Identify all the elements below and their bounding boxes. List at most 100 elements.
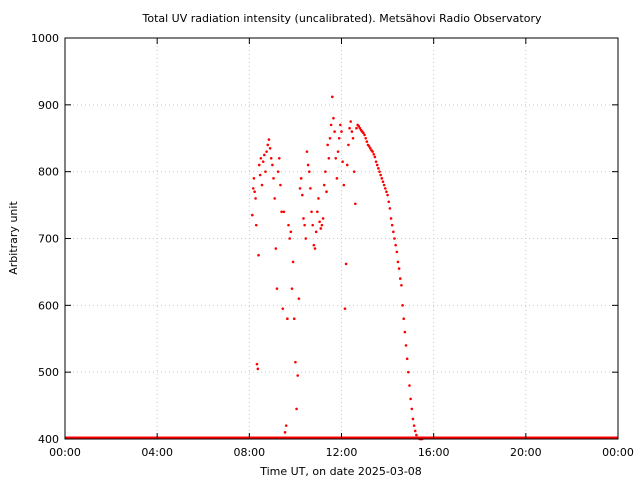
data-point bbox=[297, 297, 301, 300]
data-point bbox=[286, 317, 289, 321]
data-point bbox=[263, 153, 266, 157]
data-point bbox=[317, 197, 320, 200]
y-tick-label: 1000 bbox=[31, 32, 59, 45]
data-point bbox=[371, 150, 374, 153]
x-tick-label: 20:00 bbox=[510, 446, 542, 459]
data-point bbox=[369, 146, 372, 150]
data-point bbox=[402, 317, 406, 321]
data-point bbox=[257, 253, 260, 257]
data-point bbox=[321, 217, 325, 220]
data-points bbox=[251, 95, 424, 441]
data-point bbox=[333, 130, 336, 133]
data-point bbox=[256, 367, 260, 371]
data-point bbox=[375, 163, 379, 167]
data-point bbox=[268, 146, 272, 150]
data-point bbox=[271, 163, 274, 167]
y-tick-label: 600 bbox=[38, 299, 59, 312]
data-point bbox=[265, 150, 268, 153]
data-point bbox=[264, 170, 267, 173]
data-point bbox=[392, 230, 395, 234]
data-point bbox=[257, 163, 261, 167]
data-point bbox=[325, 190, 328, 194]
data-point bbox=[292, 317, 296, 321]
data-point bbox=[386, 193, 389, 197]
data-point bbox=[324, 170, 327, 173]
data-point bbox=[322, 183, 326, 187]
data-point bbox=[330, 95, 334, 99]
data-point bbox=[314, 230, 318, 234]
data-point bbox=[390, 223, 394, 227]
data-point bbox=[290, 287, 294, 290]
data-point bbox=[394, 243, 397, 247]
data-point bbox=[355, 126, 358, 130]
x-axis-label: Time UT, on date 2025-03-08 bbox=[259, 465, 422, 478]
data-point bbox=[280, 210, 283, 214]
data-point bbox=[252, 177, 256, 180]
data-point bbox=[251, 213, 254, 217]
data-point bbox=[261, 160, 265, 163]
data-point bbox=[251, 187, 255, 190]
data-point bbox=[387, 200, 391, 204]
data-point bbox=[294, 360, 297, 364]
data-point bbox=[335, 177, 339, 180]
data-point bbox=[272, 177, 275, 180]
y-tick-label: 500 bbox=[38, 366, 59, 379]
data-point bbox=[385, 190, 388, 194]
data-point bbox=[379, 173, 382, 177]
data-point bbox=[350, 130, 354, 133]
data-point bbox=[267, 138, 271, 141]
data-point bbox=[403, 330, 407, 334]
grid-lines bbox=[65, 38, 618, 439]
data-point bbox=[405, 357, 409, 361]
data-point bbox=[306, 163, 310, 167]
data-point bbox=[383, 187, 387, 190]
data-point bbox=[363, 133, 366, 137]
data-point bbox=[344, 262, 348, 266]
x-tick-label: 12:00 bbox=[326, 446, 358, 459]
data-point bbox=[301, 193, 304, 197]
data-point bbox=[352, 170, 356, 173]
data-point bbox=[254, 197, 257, 200]
data-point bbox=[372, 152, 376, 156]
data-point bbox=[374, 160, 378, 163]
data-point bbox=[342, 183, 346, 187]
y-tick-label: 800 bbox=[38, 166, 59, 179]
data-point bbox=[339, 123, 342, 127]
data-point bbox=[397, 267, 401, 270]
data-point bbox=[381, 180, 385, 183]
data-point bbox=[296, 374, 300, 377]
data-point bbox=[254, 223, 258, 227]
data-point bbox=[357, 124, 361, 128]
data-point bbox=[281, 307, 285, 310]
data-point bbox=[283, 431, 287, 434]
data-point bbox=[260, 183, 264, 187]
data-point bbox=[395, 250, 399, 254]
data-point bbox=[287, 223, 290, 227]
data-point bbox=[408, 384, 411, 387]
data-point bbox=[289, 230, 293, 234]
data-point bbox=[326, 143, 329, 147]
data-point bbox=[348, 126, 351, 130]
data-point bbox=[279, 183, 282, 187]
data-point bbox=[316, 210, 319, 214]
data-point bbox=[378, 170, 381, 173]
data-point bbox=[377, 167, 380, 170]
data-point bbox=[320, 223, 324, 227]
chart-title: Total UV radiation intensity (uncalibrat… bbox=[142, 12, 542, 25]
x-tick-label: 00:00 bbox=[49, 446, 81, 459]
data-point bbox=[307, 170, 311, 173]
data-point bbox=[396, 260, 400, 264]
data-point bbox=[398, 277, 402, 280]
data-point bbox=[304, 237, 308, 240]
y-axis-label: Arbitrary unit bbox=[7, 201, 20, 275]
data-point bbox=[311, 223, 314, 227]
data-point bbox=[401, 304, 404, 307]
x-tick-label: 08:00 bbox=[233, 446, 265, 459]
data-point bbox=[367, 144, 371, 148]
data-point bbox=[299, 177, 303, 180]
data-point bbox=[273, 197, 276, 200]
data-point bbox=[276, 170, 280, 173]
data-point bbox=[373, 155, 377, 159]
data-point bbox=[329, 123, 333, 127]
